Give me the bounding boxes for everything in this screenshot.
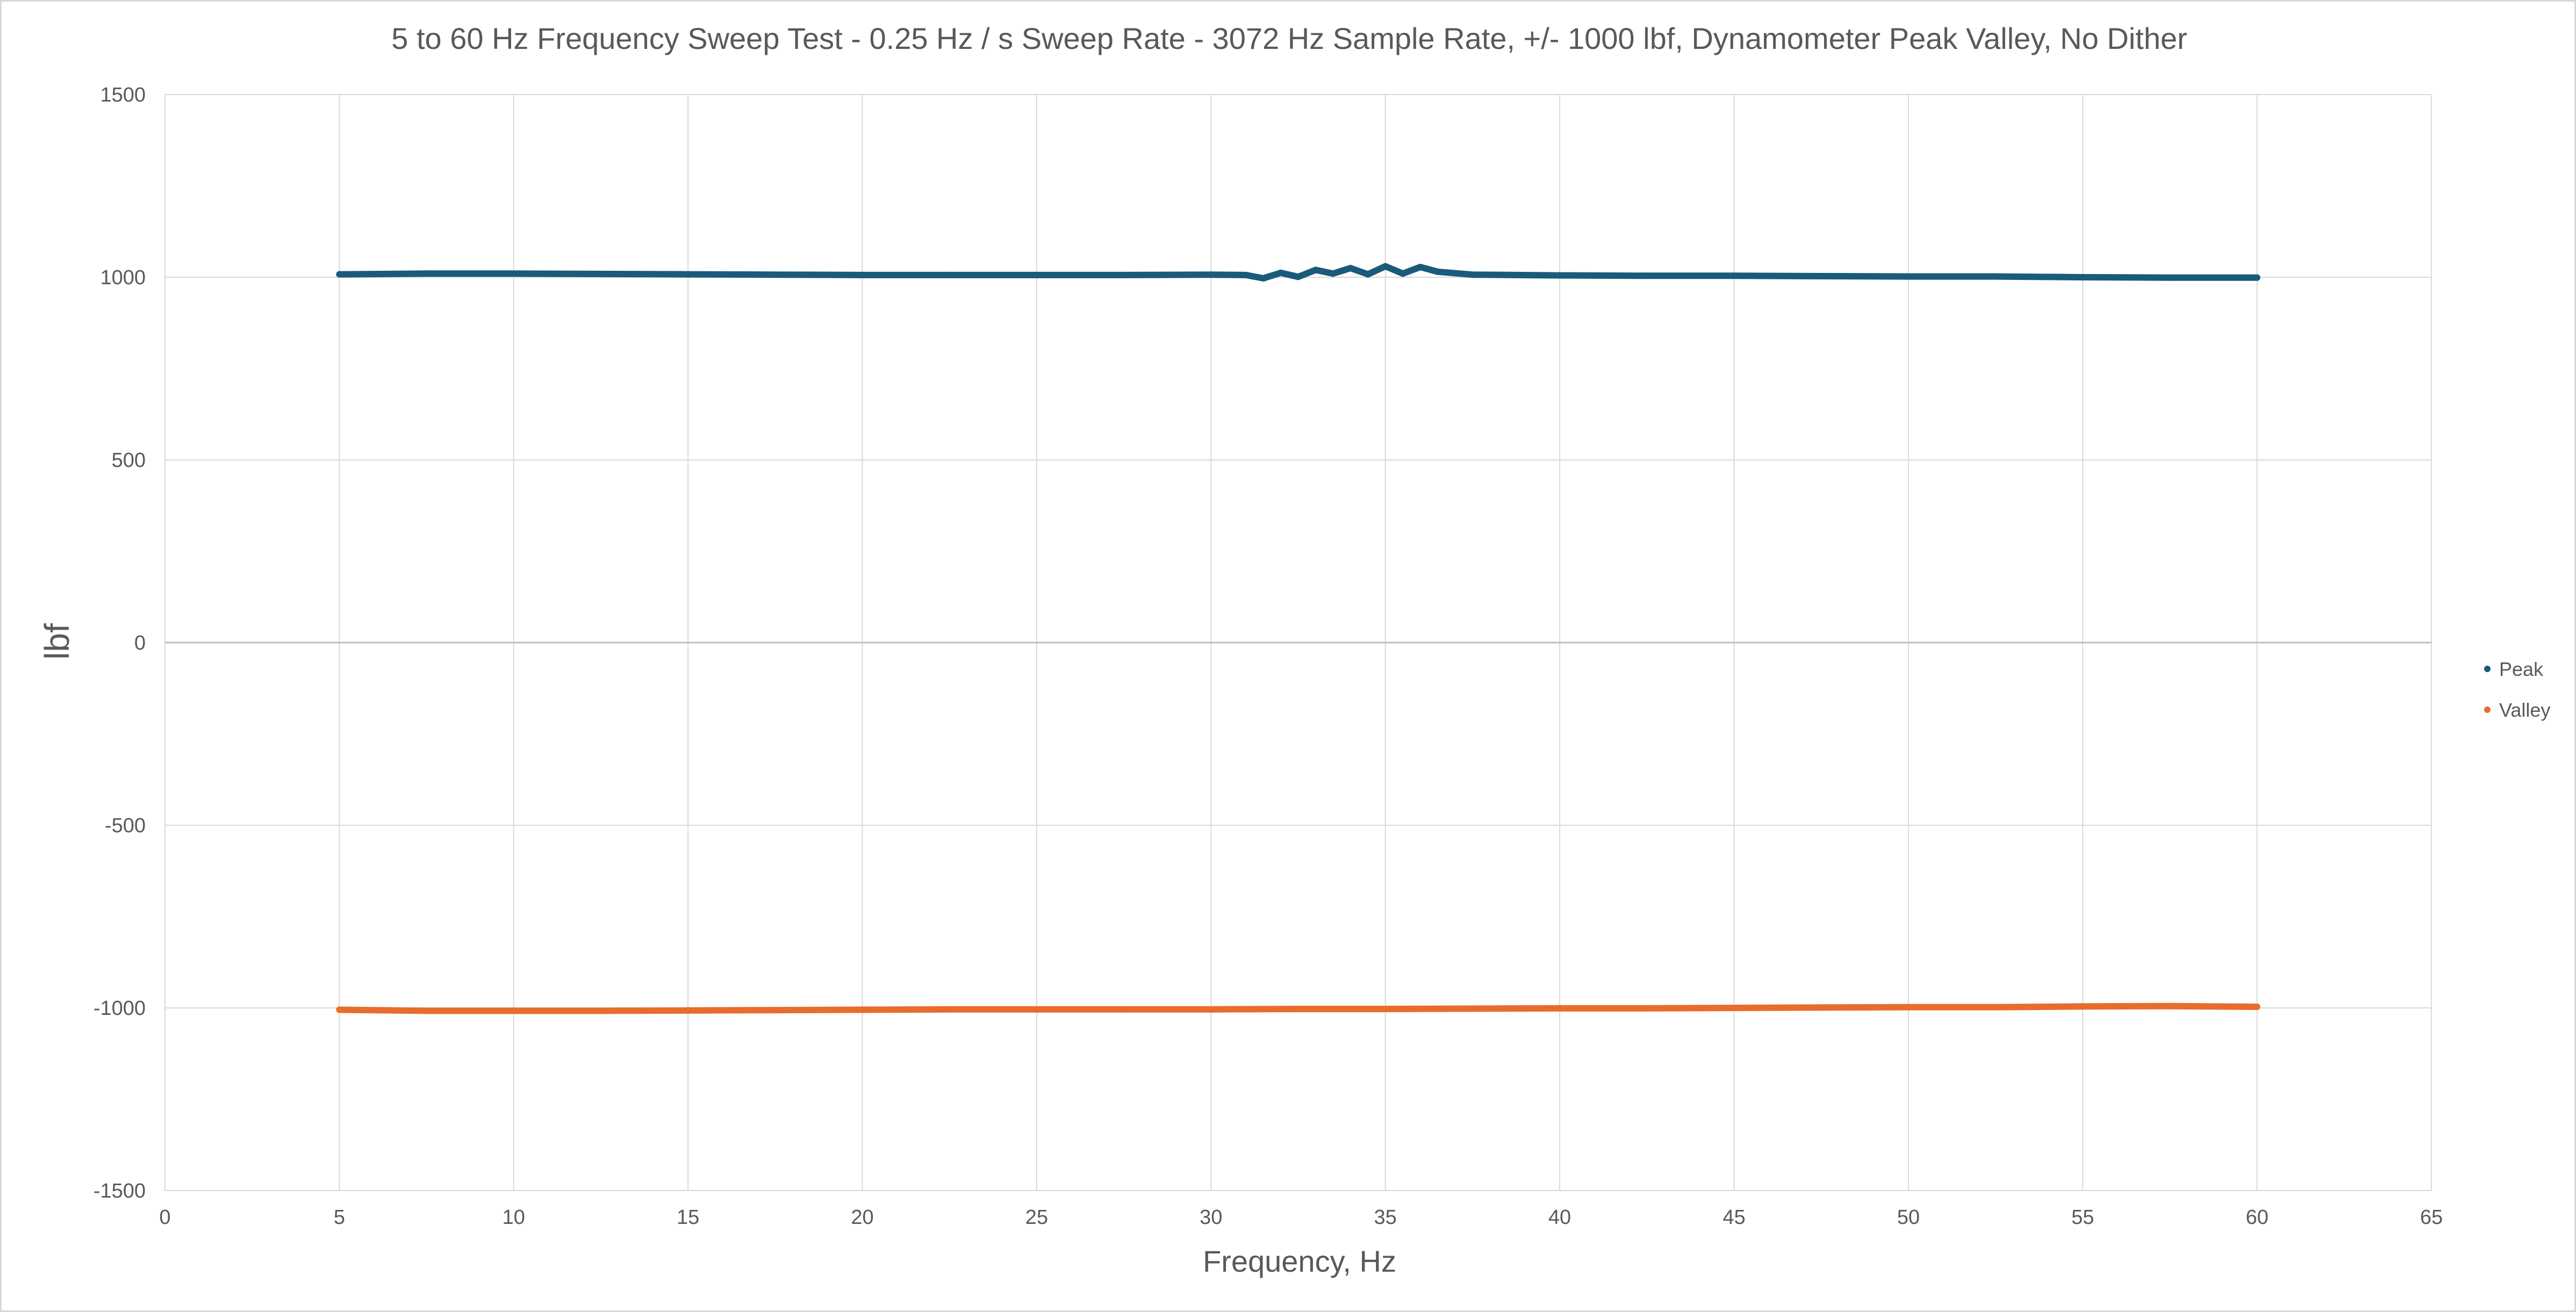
data-point-valley	[1295, 1006, 1302, 1012]
data-point-peak	[859, 271, 866, 278]
data-point-peak	[1382, 263, 1389, 270]
legend-marker-peak	[2484, 666, 2491, 672]
x-axis-title: Frequency, Hz	[1203, 1244, 1396, 1278]
data-point-peak	[772, 271, 779, 278]
legend-marker-valley	[2484, 707, 2491, 713]
data-point-peak	[2166, 274, 2173, 281]
data-point-peak	[336, 271, 343, 278]
data-point-valley	[2254, 1004, 2261, 1010]
data-point-peak	[1295, 273, 1302, 280]
data-point-valley	[1121, 1006, 1128, 1013]
x-tick-label: 10	[503, 1206, 525, 1229]
data-point-peak	[1644, 272, 1651, 279]
data-point-valley	[510, 1007, 517, 1014]
y-tick-label: -500	[105, 814, 146, 837]
data-point-valley	[859, 1006, 866, 1013]
x-tick-label: 20	[851, 1206, 873, 1229]
y-tick-label: 1500	[100, 84, 146, 106]
data-point-peak	[1818, 273, 1825, 279]
data-point-peak	[1365, 271, 1372, 278]
data-point-peak	[1731, 272, 1738, 279]
data-point-peak	[598, 270, 604, 277]
data-point-valley	[946, 1006, 953, 1013]
y-tick-label: 0	[134, 632, 146, 654]
data-layer	[336, 263, 2261, 1014]
legend: Peak Valley	[2484, 658, 2550, 721]
x-tick-label: 30	[1200, 1206, 1222, 1229]
data-point-peak	[1347, 265, 1354, 271]
y-axis-title: lbf	[38, 623, 76, 660]
data-point-valley	[1905, 1004, 1912, 1011]
data-point-valley	[1382, 1006, 1389, 1012]
y-tick-label: -1500	[94, 1180, 146, 1202]
data-point-valley	[1556, 1005, 1563, 1012]
x-tick-label: 40	[1548, 1206, 1571, 1229]
x-tick-label: 0	[159, 1206, 170, 1229]
y-tick-label: -1000	[94, 997, 146, 1020]
data-point-valley	[1644, 1005, 1651, 1012]
data-point-peak	[1992, 273, 1999, 280]
data-point-peak	[946, 271, 953, 278]
x-tick-label: 35	[1374, 1206, 1397, 1229]
x-tick-label: 65	[2420, 1206, 2443, 1229]
data-point-peak	[2254, 274, 2261, 281]
data-point-valley	[423, 1007, 430, 1014]
data-point-valley	[336, 1006, 343, 1013]
legend-label-valley: Valley	[2499, 699, 2550, 721]
data-point-valley	[685, 1007, 692, 1014]
data-point-peak	[1330, 270, 1337, 277]
data-point-valley	[1731, 1005, 1738, 1011]
data-point-peak	[1417, 264, 1424, 270]
chart-title: 5 to 60 Hz Frequency Sweep Test - 0.25 H…	[391, 21, 2187, 55]
data-point-valley	[1992, 1004, 1999, 1011]
data-point-peak	[1434, 268, 1441, 275]
x-tick-label: 55	[2071, 1206, 2094, 1229]
y-tick-label: 500	[112, 449, 146, 472]
data-point-peak	[685, 271, 692, 278]
data-point-peak	[1121, 271, 1128, 278]
data-point-valley	[2079, 1003, 2086, 1010]
data-point-peak	[2079, 274, 2086, 280]
data-point-valley	[772, 1007, 779, 1014]
data-point-valley	[2166, 1003, 2173, 1010]
data-point-peak	[1556, 272, 1563, 279]
x-tick-label: 5	[334, 1206, 345, 1229]
x-tick-label: 50	[1897, 1206, 1920, 1229]
data-point-peak	[1469, 271, 1476, 278]
data-point-peak	[1260, 275, 1267, 282]
x-tick-label: 45	[1723, 1206, 1745, 1229]
data-point-peak	[510, 270, 517, 277]
data-point-peak	[1400, 270, 1407, 277]
legend-label-peak: Peak	[2499, 658, 2544, 680]
data-point-valley	[1818, 1004, 1825, 1011]
x-tick-label: 15	[677, 1206, 699, 1229]
x-tick-label: 25	[1025, 1206, 1048, 1229]
data-point-peak	[1033, 271, 1040, 278]
tick-label-layer: 0 5 10 15 20 25 30 35 40 45 50 55 60 65 1500 1000 500 0 -5…	[94, 84, 2443, 1229]
data-point-valley	[598, 1007, 604, 1014]
data-point-peak	[1208, 271, 1215, 278]
data-point-peak	[1243, 271, 1250, 278]
data-point-peak	[1312, 266, 1319, 273]
data-point-peak	[423, 270, 430, 277]
data-point-valley	[1208, 1006, 1215, 1013]
data-point-peak	[1905, 273, 1912, 280]
data-point-valley	[1033, 1006, 1040, 1013]
data-point-peak	[1278, 269, 1285, 276]
x-tick-label: 60	[2245, 1206, 2268, 1229]
y-tick-label: 1000	[100, 266, 146, 289]
data-point-valley	[1469, 1005, 1476, 1012]
